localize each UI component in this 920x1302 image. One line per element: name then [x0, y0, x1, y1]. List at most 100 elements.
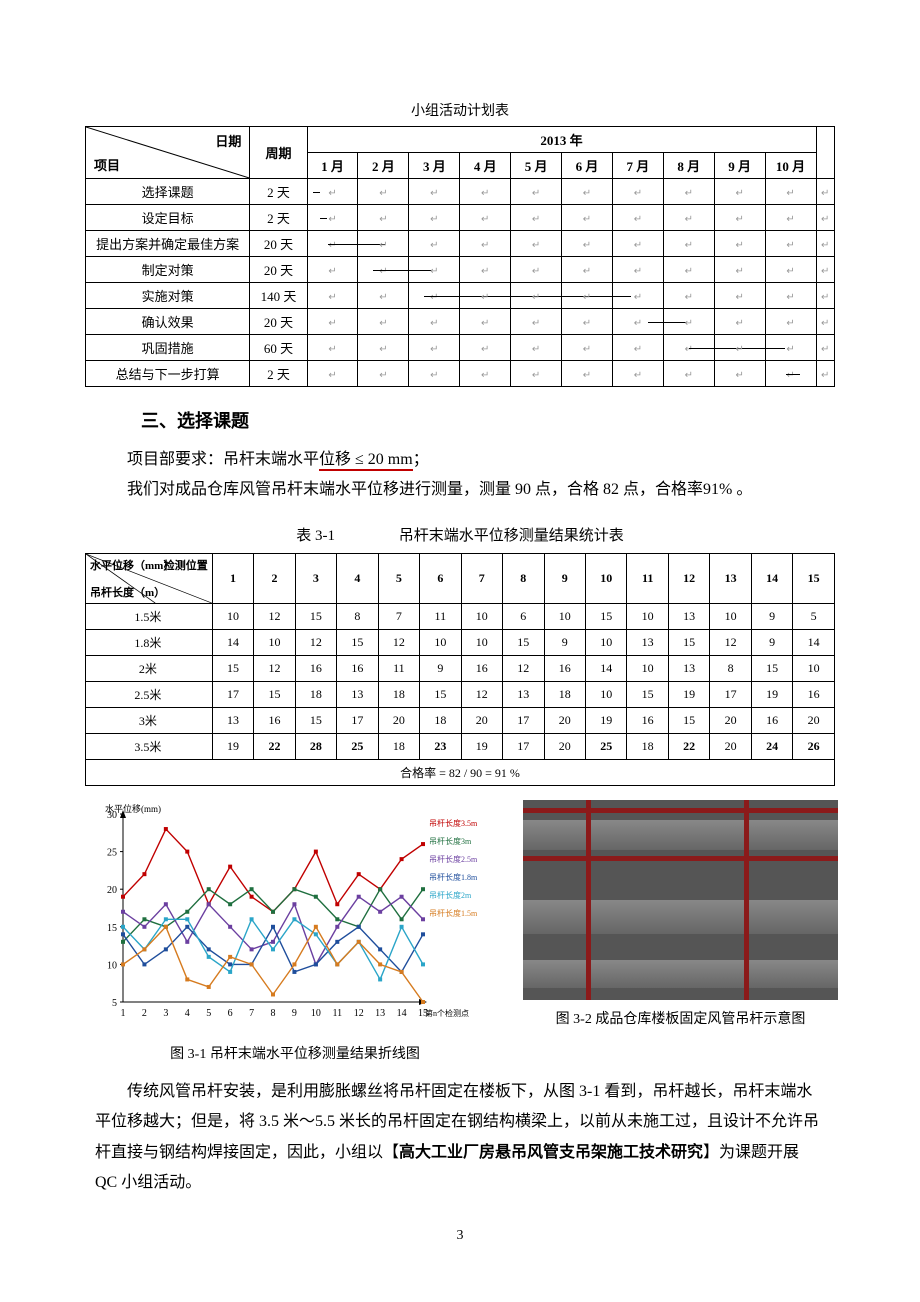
- row-end: ↵: [816, 283, 835, 309]
- data-cell: 16: [627, 707, 668, 733]
- schedule-cell: ↵: [562, 231, 613, 257]
- data-cell: 15: [254, 681, 295, 707]
- schedule-period: 140 天: [250, 283, 307, 309]
- schedule-row: 选择课题2 天↵↵↵↵↵↵↵↵↵↵↵: [86, 179, 835, 205]
- month-header: 2 月: [358, 153, 409, 179]
- schedule-cell: ↵: [460, 205, 511, 231]
- schedule-cell: ↵: [765, 361, 816, 387]
- schedule-cell: ↵: [307, 361, 358, 387]
- data-cell: 22: [254, 733, 295, 759]
- data-cell: 10: [585, 629, 626, 655]
- schedule-cell: ↵: [663, 283, 714, 309]
- row-label: 3米: [86, 707, 213, 733]
- schedule-cell: ↵: [562, 179, 613, 205]
- pos-header: 7: [461, 553, 502, 603]
- schedule-row: 巩固措施60 天↵↵↵↵↵↵↵↵↵↵↵: [86, 335, 835, 361]
- req-prefix: 项目部要求：吊杆末端水平: [127, 451, 319, 468]
- schedule-cell: ↵: [358, 231, 409, 257]
- schedule-cell: ↵: [307, 205, 358, 231]
- schedule-period: 2 天: [250, 205, 307, 231]
- concl-bold: 高大工业厂房悬吊风管支吊架施工技术研究: [399, 1144, 703, 1161]
- schedule-cell: ↵: [511, 179, 562, 205]
- schedule-cell: ↵: [460, 257, 511, 283]
- schedule-cell: ↵: [714, 179, 765, 205]
- data-cell: 13: [668, 655, 709, 681]
- svg-text:10: 10: [311, 1008, 321, 1019]
- svg-text:12: 12: [354, 1008, 364, 1019]
- schedule-cell: ↵: [307, 309, 358, 335]
- month-header: 3 月: [409, 153, 460, 179]
- requirement-line: 项目部要求：吊杆末端水平位移 ≤ 20 mm；: [95, 445, 825, 475]
- data-cell: 19: [668, 681, 709, 707]
- row-end: ↵: [816, 335, 835, 361]
- schedule-period: 2 天: [250, 179, 307, 205]
- data-cell: 15: [627, 681, 668, 707]
- schedule-period: 20 天: [250, 257, 307, 283]
- pos-header: 14: [751, 553, 792, 603]
- fig32-caption: 图 3-2 成品仓库楼板固定风管吊杆示意图: [523, 1008, 838, 1028]
- row-label: 2.5米: [86, 681, 213, 707]
- data-cell: 13: [668, 603, 709, 629]
- schedule-row: 总结与下一步打算2 天↵↵↵↵↵↵↵↵↵↵↵: [86, 361, 835, 387]
- chart31-svg: 51015202530123456789101112131415水平位移(mm)…: [85, 800, 505, 1030]
- data-cell: 10: [420, 629, 461, 655]
- schedule-cell: ↵: [409, 257, 460, 283]
- schedule-cell: ↵: [663, 179, 714, 205]
- svg-text:吊杆长度1.5m: 吊杆长度1.5m: [429, 908, 478, 918]
- schedule-cell: ↵: [307, 231, 358, 257]
- diag-top-label: 日期: [215, 131, 241, 150]
- schedule-cell: ↵: [765, 335, 816, 361]
- data-cell: 14: [793, 629, 835, 655]
- schedule-cell: ↵: [358, 361, 409, 387]
- schedule-cell: ↵: [409, 179, 460, 205]
- diag-bottom-label: 项目: [94, 155, 120, 174]
- schedule-cell: ↵: [307, 257, 358, 283]
- schedule-cell: ↵: [409, 335, 460, 361]
- schedule-cell: ↵: [765, 257, 816, 283]
- schedule-cell: ↵: [460, 309, 511, 335]
- data-cell: 23: [420, 733, 461, 759]
- schedule-cell: ↵: [511, 309, 562, 335]
- data-cell: 15: [751, 655, 792, 681]
- schedule-cell: ↵: [612, 205, 663, 231]
- schedule-item: 设定目标: [86, 205, 250, 231]
- schedule-cell: ↵: [307, 335, 358, 361]
- table31-diag-header: 水平位移（mm） 检测位置 吊杆长度（m）: [86, 553, 213, 603]
- schedule-cell: ↵: [714, 309, 765, 335]
- row-end: ↵: [816, 179, 835, 205]
- schedule-period: 20 天: [250, 231, 307, 257]
- schedule-row: 提出方案并确定最佳方案20 天↵↵↵↵↵↵↵↵↵↵↵: [86, 231, 835, 257]
- data-cell: 14: [585, 655, 626, 681]
- data-cell: 18: [378, 733, 419, 759]
- data-cell: 15: [212, 655, 253, 681]
- row-end-mark: [816, 127, 835, 179]
- svg-text:水平位移(mm): 水平位移(mm): [105, 803, 161, 814]
- data-cell: 18: [295, 681, 336, 707]
- schedule-item: 提出方案并确定最佳方案: [86, 231, 250, 257]
- data-cell: 13: [212, 707, 253, 733]
- schedule-period: 60 天: [250, 335, 307, 361]
- schedule-cell: ↵: [511, 205, 562, 231]
- svg-text:3: 3: [163, 1008, 168, 1019]
- svg-text:15: 15: [107, 923, 117, 934]
- schedule-cell: ↵: [460, 231, 511, 257]
- row-end: ↵: [816, 309, 835, 335]
- data-cell: 13: [503, 681, 544, 707]
- svg-text:13: 13: [375, 1008, 385, 1019]
- data-cell: 15: [295, 603, 336, 629]
- month-header: 1 月: [307, 153, 358, 179]
- schedule-cell: ↵: [511, 361, 562, 387]
- schedule-cell: ↵: [612, 257, 663, 283]
- svg-text:7: 7: [249, 1008, 254, 1019]
- schedule-caption: 小组活动计划表: [85, 100, 835, 120]
- data-cell: 12: [378, 629, 419, 655]
- svg-text:6: 6: [228, 1008, 233, 1019]
- schedule-cell: ↵: [663, 231, 714, 257]
- schedule-cell: ↵: [511, 231, 562, 257]
- schedule-cell: ↵: [562, 309, 613, 335]
- data-cell: 19: [751, 681, 792, 707]
- schedule-cell: ↵: [562, 361, 613, 387]
- data-cell: 17: [710, 681, 751, 707]
- row-label: 1.8米: [86, 629, 213, 655]
- schedule-cell: ↵: [511, 257, 562, 283]
